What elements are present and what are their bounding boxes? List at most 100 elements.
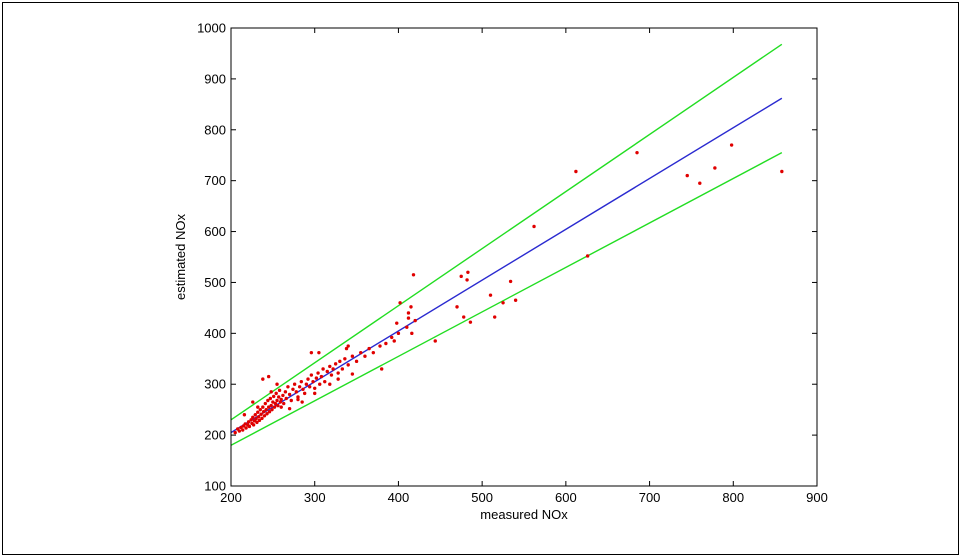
data-point: [256, 415, 261, 419]
data-point: [501, 301, 505, 305]
data-point: [233, 430, 237, 435]
data-point: [260, 416, 264, 421]
data-point: [257, 418, 262, 423]
axes-box: [230, 27, 818, 487]
points-group: [233, 143, 784, 435]
data-point: [244, 426, 248, 430]
data-point: [284, 396, 288, 401]
data-point: [392, 339, 396, 343]
data-point: [340, 367, 345, 371]
data-point: [411, 273, 416, 277]
data-point: [433, 339, 437, 343]
data-point: [259, 412, 263, 416]
data-point: [343, 357, 347, 361]
y-tick-label: 100: [204, 479, 226, 494]
data-point: [455, 305, 459, 309]
data-point: [242, 413, 247, 417]
data-point: [585, 254, 590, 258]
data-point: [253, 413, 257, 417]
data-point: [336, 371, 340, 375]
data-point: [262, 414, 267, 418]
data-point: [275, 398, 279, 403]
data-point: [251, 423, 256, 427]
data-point: [698, 181, 702, 185]
data-point: [254, 417, 258, 421]
data-point: [287, 392, 292, 397]
y-axis-label: estimated NOx: [173, 214, 188, 300]
data-point: [309, 350, 314, 355]
data-point: [317, 350, 321, 355]
data-point: [350, 372, 355, 376]
data-point: [271, 394, 276, 399]
data-point: [685, 173, 689, 178]
data-point: [379, 367, 384, 371]
y-tick-label: 600: [204, 224, 226, 239]
data-point: [493, 315, 497, 319]
data-point: [296, 395, 300, 399]
data-point: [395, 321, 399, 325]
data-point: [406, 316, 411, 320]
data-point: [294, 390, 298, 394]
data-point: [274, 391, 278, 396]
data-point: [713, 166, 717, 170]
data-point: [513, 298, 518, 302]
data-point: [309, 373, 314, 377]
data-point: [271, 400, 275, 404]
data-point: [459, 274, 463, 279]
data-point: [396, 331, 401, 336]
data-point: [729, 143, 734, 147]
x-tick-label: 500: [471, 490, 493, 505]
data-point: [272, 405, 277, 409]
x-tick-label: 400: [388, 490, 410, 505]
x-tick-label: 900: [806, 490, 828, 505]
data-point: [256, 410, 260, 414]
data-point: [286, 385, 290, 389]
data-point: [261, 405, 265, 409]
data-point: [413, 318, 417, 323]
data-point: [270, 407, 274, 412]
data-point: [350, 354, 355, 358]
series-line-3: [231, 152, 783, 446]
data-point: [635, 150, 639, 155]
data-point: [251, 400, 255, 404]
data-point: [282, 401, 286, 406]
series-line-2: [231, 43, 783, 421]
data-point: [263, 401, 268, 406]
data-point: [268, 396, 273, 401]
data-point: [321, 367, 325, 371]
data-point: [311, 379, 315, 384]
data-point: [306, 377, 310, 381]
x-tick-label: 200: [220, 490, 242, 505]
data-point: [329, 373, 334, 377]
data-point: [292, 382, 297, 386]
data-point: [281, 393, 285, 398]
data-point: [462, 315, 466, 319]
data-point: [261, 377, 265, 381]
data-point: [346, 344, 350, 348]
data-point: [574, 169, 578, 174]
data-point: [378, 344, 382, 348]
data-point: [269, 390, 273, 394]
y-tick-label: 400: [204, 326, 226, 341]
data-point: [313, 386, 317, 390]
data-point: [410, 331, 414, 336]
data-point: [273, 401, 278, 406]
data-point: [241, 428, 245, 432]
data-point: [390, 335, 394, 340]
data-point: [266, 398, 270, 403]
scatter-plot: 200 300 400 500 600 700 800 9001002003004005006…: [173, 21, 828, 523]
y-tick-label: 700: [204, 173, 226, 188]
data-point: [277, 395, 281, 399]
data-point: [304, 382, 309, 386]
x-tick-label: 700: [639, 490, 661, 505]
data-point: [314, 376, 319, 380]
data-point: [302, 391, 307, 396]
data-point: [338, 359, 342, 364]
data-point: [316, 371, 320, 375]
data-point: [405, 325, 409, 329]
x-tick-label: 800: [722, 490, 744, 505]
y-tick-label: 800: [204, 122, 226, 137]
data-point: [279, 397, 283, 402]
data-point: [325, 369, 329, 374]
data-point: [249, 418, 253, 422]
